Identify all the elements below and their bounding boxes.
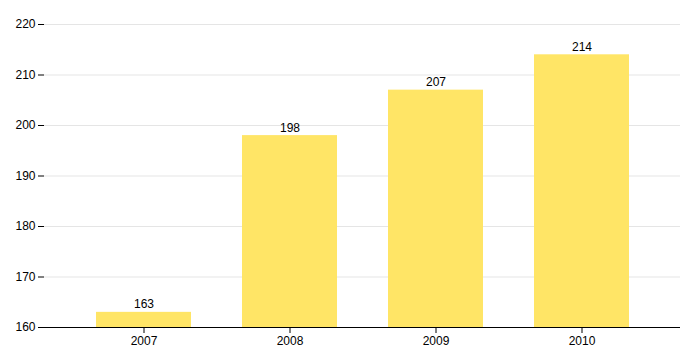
- svg-text:210: 210: [15, 68, 35, 82]
- svg-text:214: 214: [572, 40, 592, 54]
- svg-text:190: 190: [15, 169, 35, 183]
- svg-text:207: 207: [426, 75, 446, 89]
- svg-text:2009: 2009: [423, 334, 450, 348]
- svg-text:2008: 2008: [277, 334, 304, 348]
- svg-text:160: 160: [15, 320, 35, 334]
- svg-text:163: 163: [134, 297, 154, 311]
- svg-text:220: 220: [15, 17, 35, 31]
- svg-text:198: 198: [280, 121, 300, 135]
- svg-text:180: 180: [15, 219, 35, 233]
- svg-text:170: 170: [15, 270, 35, 284]
- svg-text:2007: 2007: [131, 334, 158, 348]
- svg-text:2010: 2010: [569, 334, 596, 348]
- svg-text:200: 200: [15, 118, 35, 132]
